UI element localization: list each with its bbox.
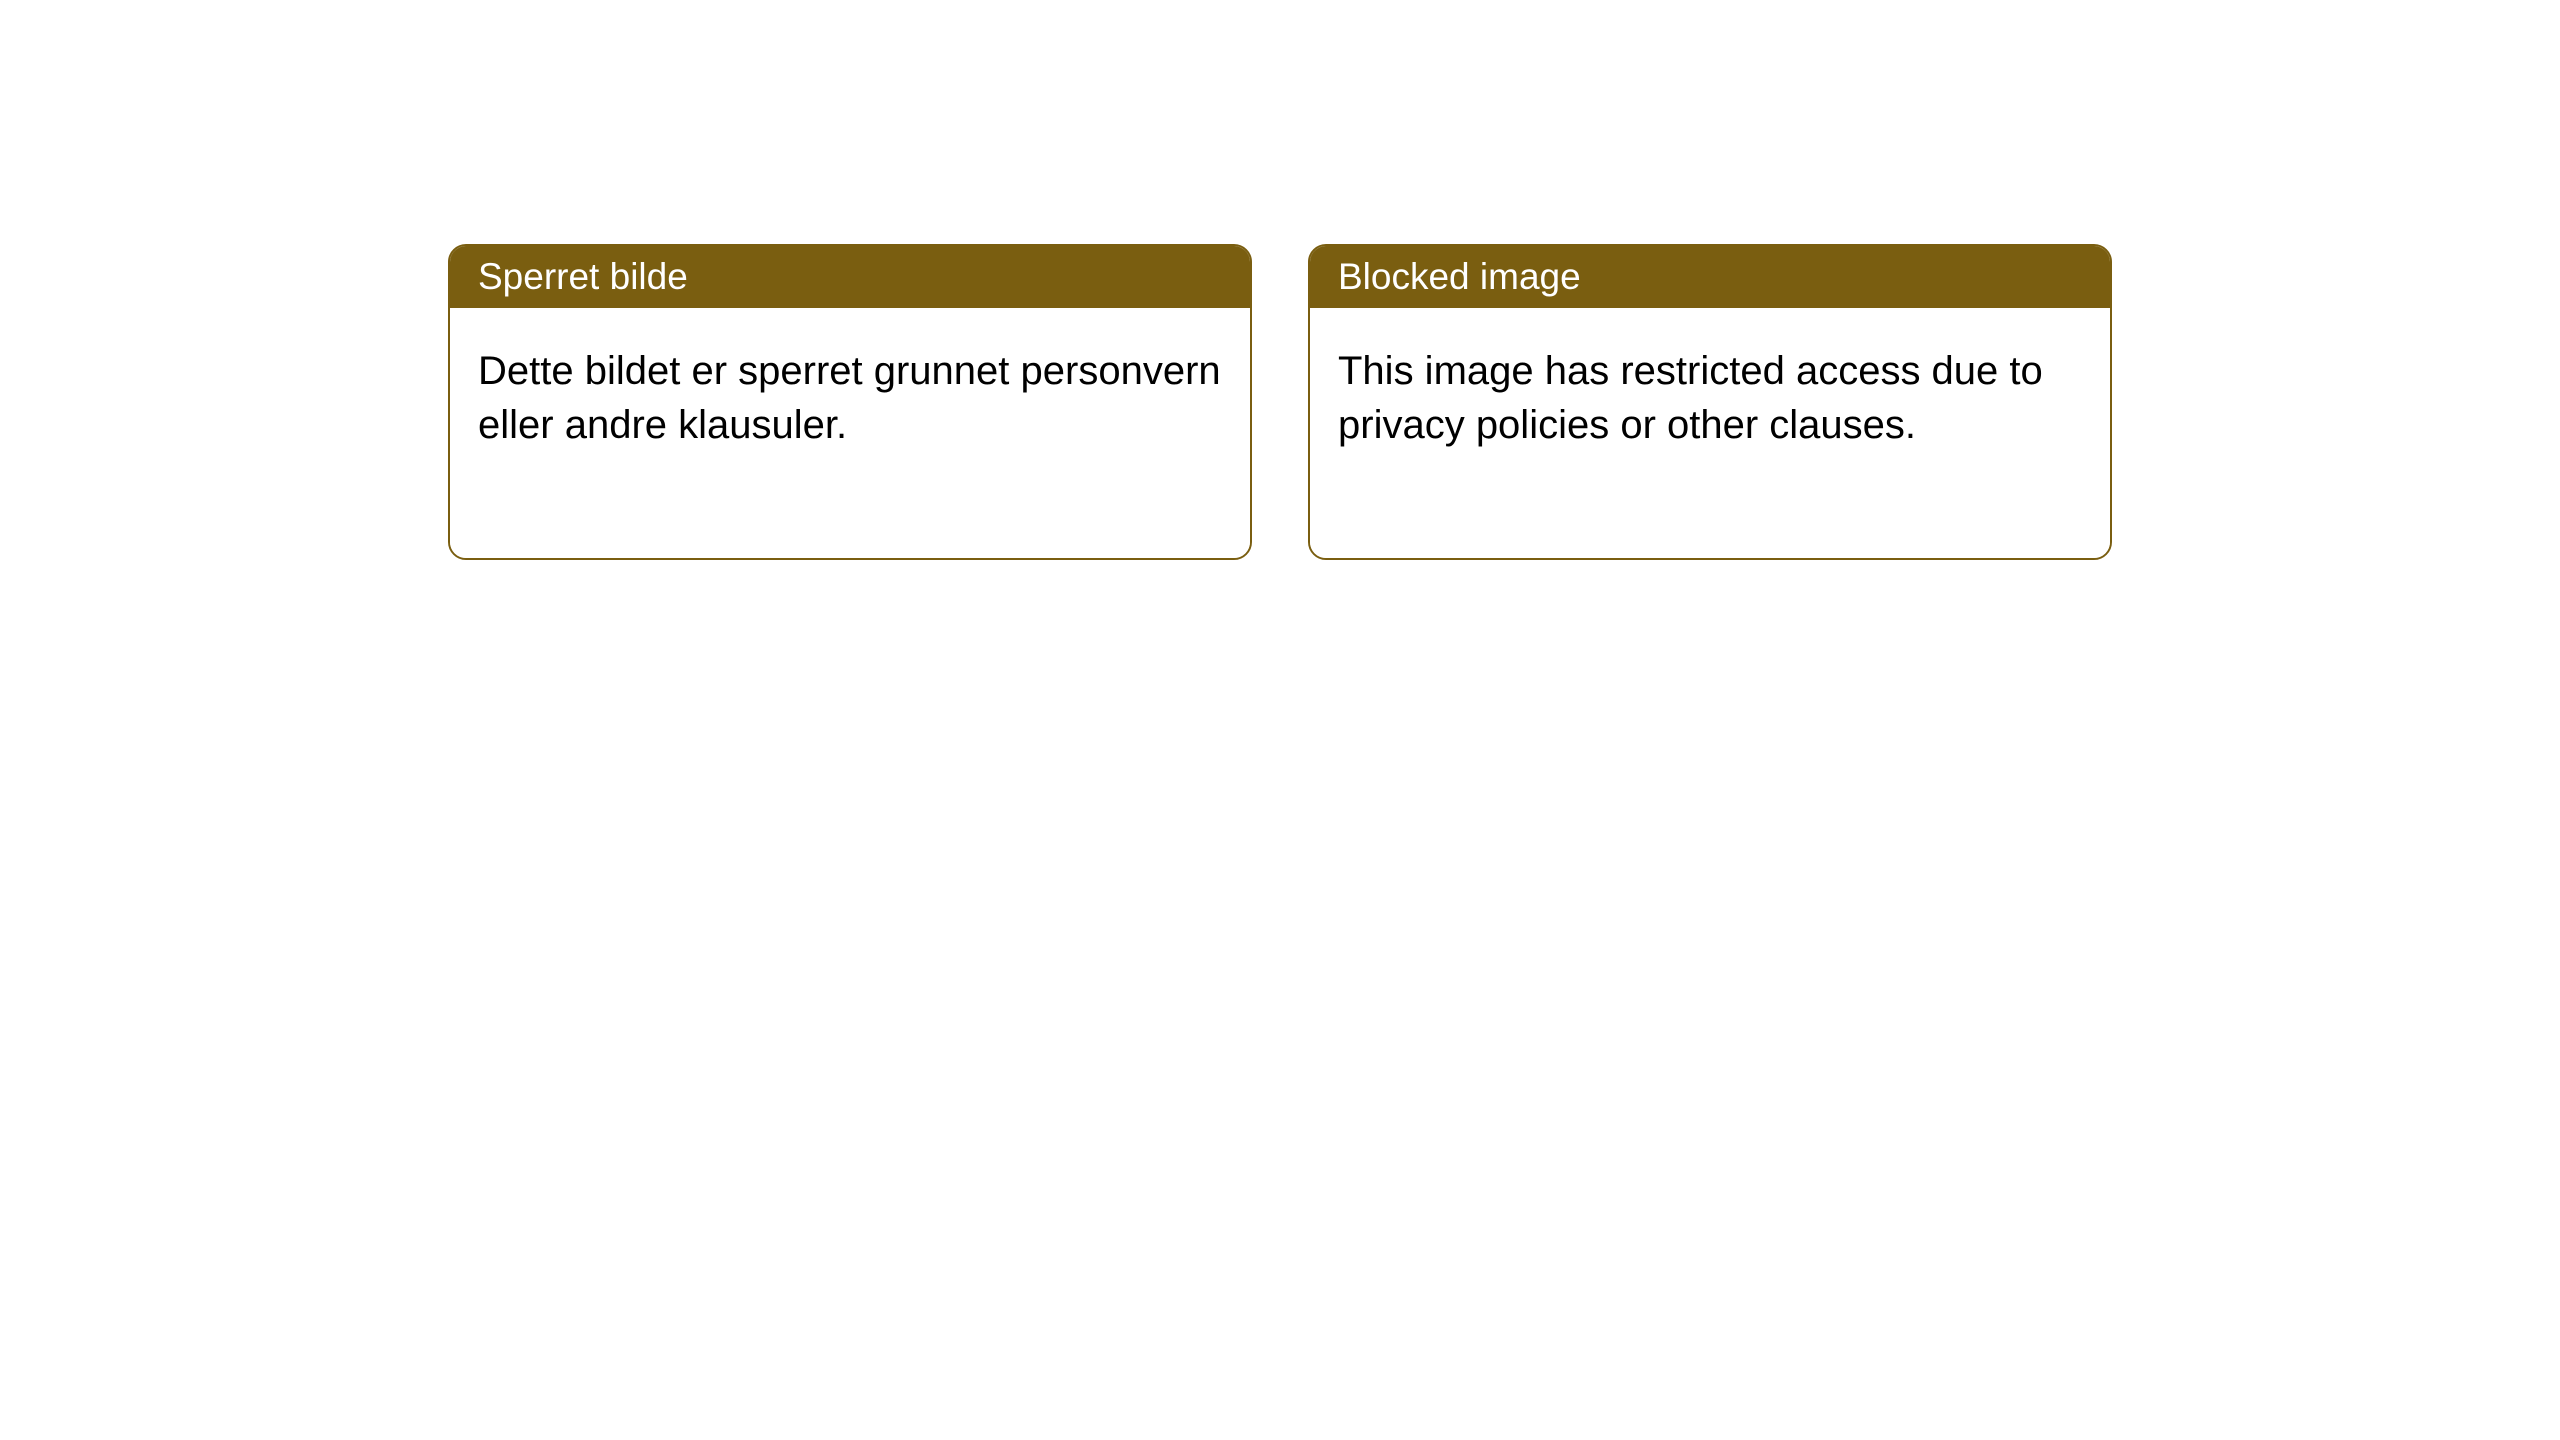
notice-cards-container: Sperret bilde Dette bildet er sperret gr…	[448, 244, 2112, 560]
notice-card-header: Sperret bilde	[450, 246, 1250, 308]
notice-card-header: Blocked image	[1310, 246, 2110, 308]
notice-card-body: This image has restricted access due to …	[1310, 308, 2110, 558]
notice-card-norwegian: Sperret bilde Dette bildet er sperret gr…	[448, 244, 1252, 560]
notice-card-english: Blocked image This image has restricted …	[1308, 244, 2112, 560]
notice-card-body: Dette bildet er sperret grunnet personve…	[450, 308, 1250, 558]
